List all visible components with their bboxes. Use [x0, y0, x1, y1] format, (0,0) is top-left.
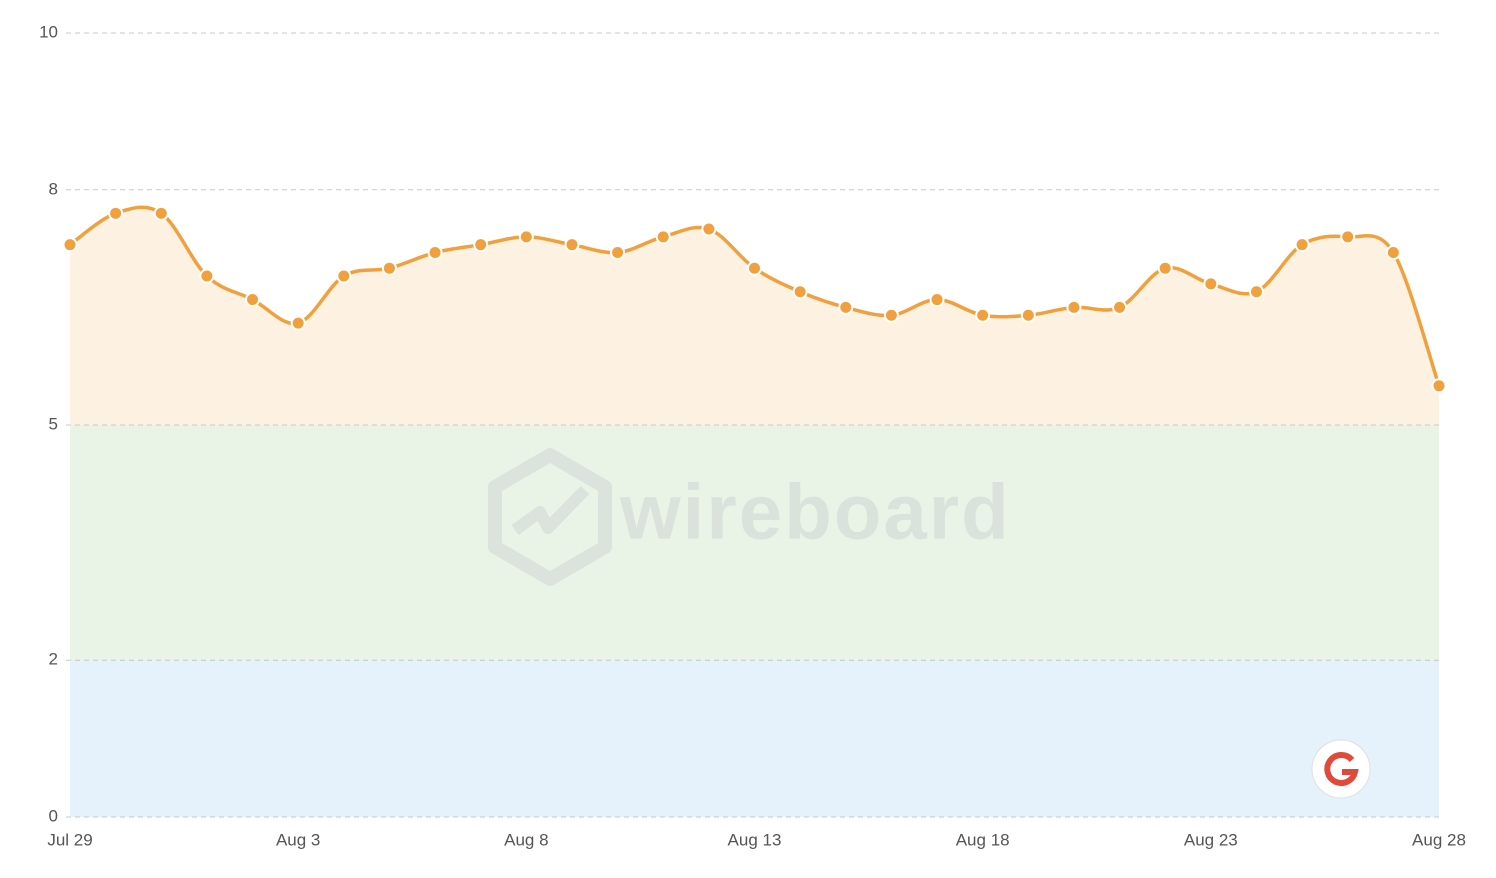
point [199, 268, 215, 284]
point [427, 245, 443, 261]
point [975, 307, 991, 323]
bands [70, 425, 1439, 817]
point [1248, 284, 1264, 300]
point [1020, 307, 1036, 323]
point [929, 292, 945, 308]
y-tick-label: 5 [49, 414, 58, 433]
point [62, 237, 78, 253]
watermark-logo [488, 448, 612, 586]
x-tick-label: Aug 23 [1184, 830, 1238, 849]
point [838, 299, 854, 315]
point [290, 315, 306, 331]
point [1340, 229, 1356, 245]
point [1112, 299, 1128, 315]
point [1385, 245, 1401, 261]
point [518, 229, 534, 245]
point [1066, 299, 1082, 315]
x-tick-label: Jul 29 [47, 830, 92, 849]
x-tick-label: Aug 18 [956, 830, 1010, 849]
point [564, 237, 580, 253]
point [883, 307, 899, 323]
point [1157, 260, 1173, 276]
point [108, 205, 124, 221]
point [153, 205, 169, 221]
y-tick-label: 0 [49, 806, 58, 825]
point [473, 237, 489, 253]
google-icon [1311, 739, 1371, 799]
x-tick-label: Aug 13 [728, 830, 782, 849]
band [70, 425, 1439, 661]
band [70, 660, 1439, 817]
x-tick-label: Aug 3 [276, 830, 320, 849]
x-tick-label: Aug 28 [1412, 830, 1466, 849]
y-tick-label: 2 [49, 650, 58, 669]
point [245, 292, 261, 308]
point [1431, 378, 1447, 394]
x-tick-label: Aug 8 [504, 830, 548, 849]
point [792, 284, 808, 300]
point [655, 229, 671, 245]
point [1203, 276, 1219, 292]
point [336, 268, 352, 284]
point [701, 221, 717, 237]
point [747, 260, 762, 276]
y-tick-label: 10 [39, 22, 58, 41]
point [610, 245, 626, 261]
y-tick-label: 8 [49, 179, 58, 198]
watermark: wireboard [619, 468, 1011, 556]
point [1294, 237, 1310, 253]
point [381, 260, 397, 276]
